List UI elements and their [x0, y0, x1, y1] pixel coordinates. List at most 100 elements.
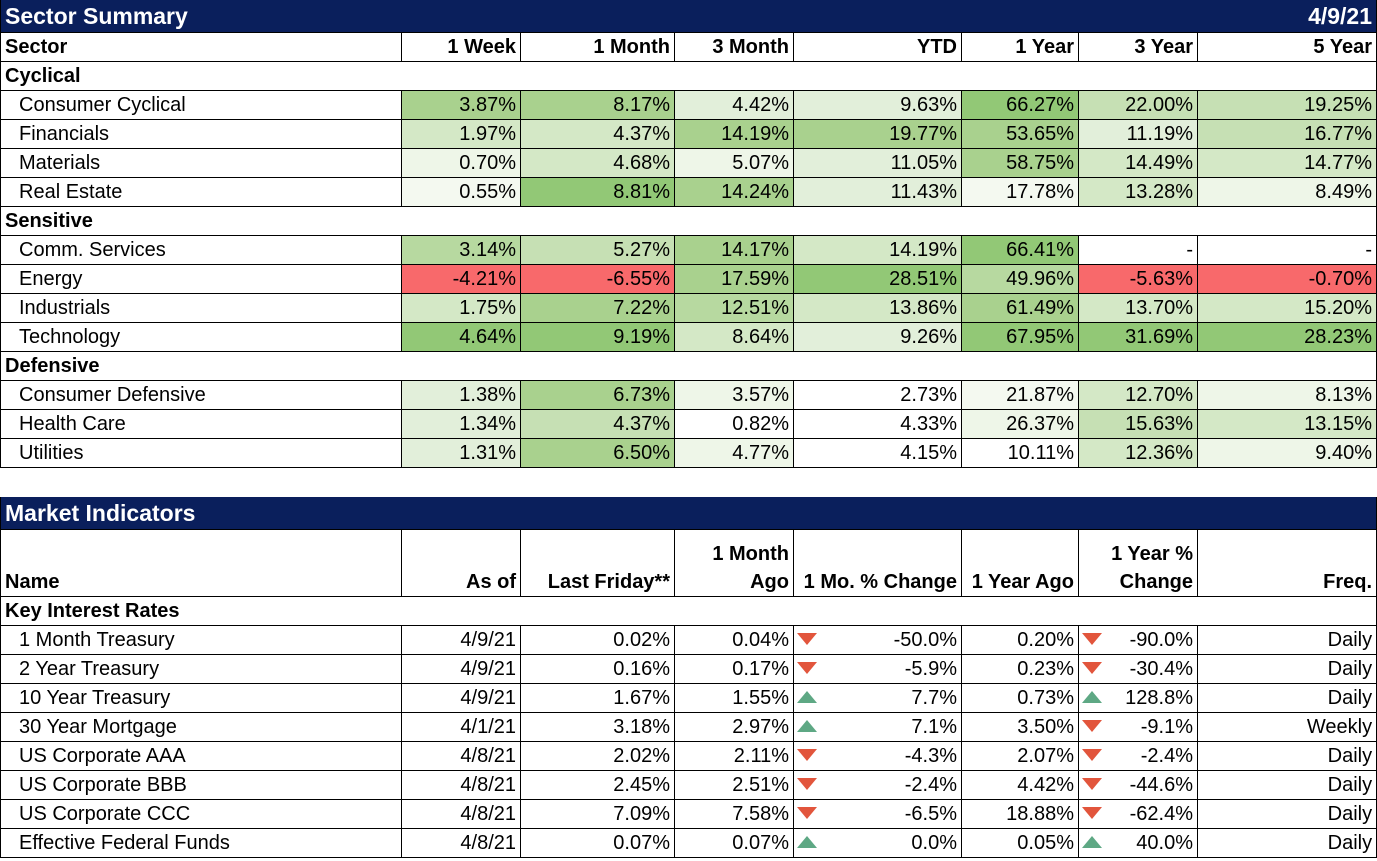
year-ago-value: 0.05% [961, 828, 1079, 858]
column-header: 3 Month [674, 32, 794, 62]
last-friday-value: 1.67% [520, 683, 675, 713]
group-row: Sensitive [0, 206, 1377, 236]
return-cell: 26.37% [961, 409, 1079, 439]
return-cell: -0.70% [1197, 264, 1377, 294]
return-cell: 14.19% [793, 235, 962, 265]
month-change-cell: -4.3% [793, 741, 962, 771]
frequency: Daily [1197, 770, 1377, 800]
sector-summary-title: Sector Summary [0, 0, 1198, 33]
table-row: Utilities 1.31% 6.50% 4.77% 4.15% 10.11% 12.36… [0, 438, 1377, 468]
down-arrow-icon [797, 633, 817, 645]
year-ago-value: 4.42% [961, 770, 1079, 800]
column-header: YTD [793, 32, 962, 62]
market-title-row: Market Indicators [0, 497, 1377, 530]
sector-name: Real Estate [0, 177, 402, 207]
return-cell: 9.26% [793, 322, 962, 352]
return-cell: 8.13% [1197, 380, 1377, 410]
sector-name: Financials [0, 119, 402, 149]
return-cell: 22.00% [1078, 90, 1199, 120]
return-cell: 21.87% [961, 380, 1079, 410]
return-cell: -6.55% [520, 264, 675, 294]
table-row: US Corporate BBB 4/8/21 2.45% 2.51% -2.4% 4.4… [0, 770, 1377, 800]
return-cell: 4.37% [520, 119, 675, 149]
month-change-cell: -6.5% [793, 799, 962, 829]
year-change-cell: 128.8% [1078, 683, 1198, 713]
return-cell: 6.73% [520, 380, 675, 410]
return-cell: 1.38% [401, 380, 521, 410]
last-friday-value: 2.45% [520, 770, 675, 800]
month-ago-value: 2.11% [674, 741, 794, 771]
return-cell: 4.77% [674, 438, 794, 468]
table-row: Energy -4.21% -6.55% 17.59% 28.51% 49.96% -5.6… [0, 264, 1377, 294]
table-row: US Corporate AAA 4/8/21 2.02% 2.11% -4.3% 2.0… [0, 741, 1377, 771]
indicator-name: US Corporate BBB [0, 770, 402, 800]
up-arrow-icon [797, 720, 817, 732]
sector-name: Materials [0, 148, 402, 178]
return-cell: 1.34% [401, 409, 521, 439]
year-change-cell: -44.6% [1078, 770, 1198, 800]
return-cell: 19.77% [793, 119, 962, 149]
sector-summary-date: 4/9/21 [1197, 0, 1377, 33]
month-ago-value: 1.55% [674, 683, 794, 713]
return-cell: 67.95% [961, 322, 1079, 352]
return-cell: 5.27% [520, 235, 675, 265]
year-ago-value: 0.23% [961, 654, 1079, 684]
return-cell: 4.33% [793, 409, 962, 439]
return-cell: 28.23% [1197, 322, 1377, 352]
return-cell: 66.41% [961, 235, 1079, 265]
return-cell: 14.24% [674, 177, 794, 207]
column-header: 1 Year [961, 32, 1079, 62]
month-change-value: -4.3% [904, 745, 957, 767]
year-change-value: -44.6% [1129, 774, 1193, 796]
sector-name: Energy [0, 264, 402, 294]
return-cell: 14.49% [1078, 148, 1199, 178]
last-friday-value: 0.16% [520, 654, 675, 684]
month-change-cell: 0.0% [793, 828, 962, 858]
column-header: As of [401, 529, 521, 597]
month-change-cell: 7.7% [793, 683, 962, 713]
return-cell: 10.11% [961, 438, 1079, 468]
frequency: Daily [1197, 683, 1377, 713]
month-change-value: -5.9% [904, 658, 957, 680]
down-arrow-icon [797, 778, 817, 790]
return-cell: 5.07% [674, 148, 794, 178]
year-ago-value: 3.50% [961, 712, 1079, 742]
as-of-date: 4/9/21 [401, 625, 521, 655]
return-cell: 13.86% [793, 293, 962, 323]
table-row: Consumer Cyclical 3.87% 8.17% 4.42% 9.63% 66.… [0, 90, 1377, 120]
frequency: Daily [1197, 741, 1377, 771]
year-ago-value: 18.88% [961, 799, 1079, 829]
month-ago-value: 7.58% [674, 799, 794, 829]
return-cell: 61.49% [961, 293, 1079, 323]
indicator-name: 10 Year Treasury [0, 683, 402, 713]
return-cell: 8.64% [674, 322, 794, 352]
table-row: Materials 0.70% 4.68% 5.07% 11.05% 58.75% 14.4… [0, 148, 1377, 178]
return-cell: 12.70% [1078, 380, 1199, 410]
return-cell: 4.42% [674, 90, 794, 120]
month-ago-value: 0.17% [674, 654, 794, 684]
sector-name: Industrials [0, 293, 402, 323]
column-header: 5 Year [1197, 32, 1377, 62]
sector-header-row: Sector 1 Week 1 Month 3 Month YTD 1 Year 3 Yea… [0, 32, 1377, 62]
year-change-cell: 40.0% [1078, 828, 1198, 858]
sector-title-row: Sector Summary 4/9/21 [0, 0, 1377, 33]
as-of-date: 4/8/21 [401, 828, 521, 858]
market-indicators-table: Market Indicators Name As of Last Friday** 1… [0, 497, 1377, 858]
table-row: Financials 1.97% 4.37% 14.19% 19.77% 53.65% 11… [0, 119, 1377, 149]
return-cell: 3.57% [674, 380, 794, 410]
sector-name: Health Care [0, 409, 402, 439]
year-change-cell: -62.4% [1078, 799, 1198, 829]
last-friday-value: 7.09% [520, 799, 675, 829]
last-friday-value: 0.02% [520, 625, 675, 655]
indicator-name: US Corporate CCC [0, 799, 402, 829]
sector-summary-body: Sector Summary 4/9/21 Sector 1 Week 1 Month 3… [0, 0, 1377, 468]
return-cell: 7.22% [520, 293, 675, 323]
return-cell: 66.27% [961, 90, 1079, 120]
return-cell: 4.68% [520, 148, 675, 178]
return-cell: 9.19% [520, 322, 675, 352]
return-cell: 1.75% [401, 293, 521, 323]
return-cell: 13.15% [1197, 409, 1377, 439]
group-row: Cyclical [0, 61, 1377, 91]
return-cell: 31.69% [1078, 322, 1199, 352]
return-cell: 14.17% [674, 235, 794, 265]
